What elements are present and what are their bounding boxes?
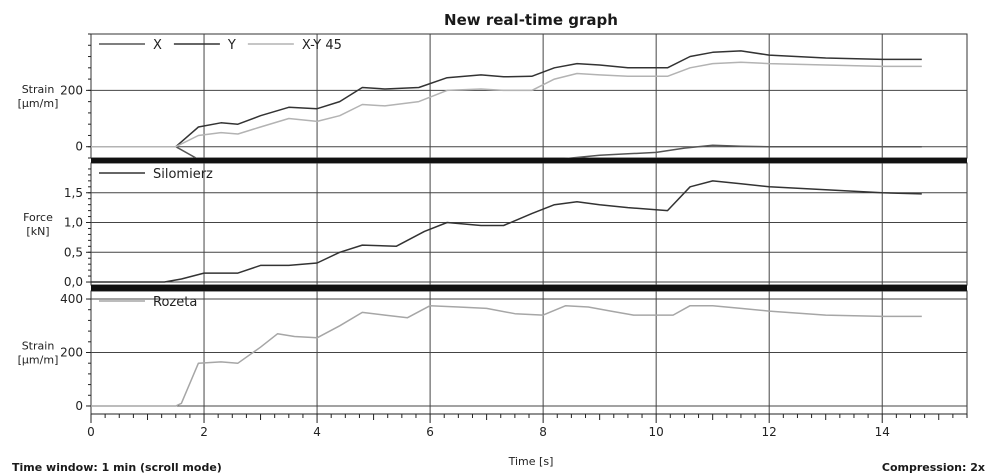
plot-area [90, 162, 968, 286]
y-axis-label-line: [µm/m] [18, 97, 59, 110]
panel-separator [91, 285, 967, 291]
legend-label: Silomierz [153, 167, 213, 182]
y-tick-label: 0 [75, 399, 83, 413]
y-axis-label-line: [kN] [26, 225, 49, 238]
x-tick-label: 14 [875, 425, 890, 439]
panel-2: 0,0 0,5 1,0 1,5 Force [kN] Silomierz [23, 162, 968, 289]
y-axis-label: Force [kN] [23, 211, 53, 238]
x-tick-label: 2 [200, 425, 208, 439]
y-tick-label: 1,5 [64, 186, 83, 200]
x-tick-label: 12 [762, 425, 777, 439]
legend-label: X [153, 38, 162, 53]
panel-3: 0 200 400 Strain [µm/m] Rozeta [18, 290, 968, 415]
plot-area [90, 33, 968, 159]
series-line-x-y-45 [91, 61, 922, 148]
y-tick-label: 1,0 [64, 216, 83, 230]
y-axis-label-line: Strain [22, 340, 55, 353]
y-tick-label: 0 [75, 140, 83, 154]
y-tick-label: 0,0 [64, 275, 83, 289]
y-axis-label-line: Force [23, 211, 53, 224]
legend-label: Y [227, 38, 236, 53]
y-tick-label: 200 [60, 83, 83, 97]
footer-time-window: Time window: 1 min (scroll mode) [12, 461, 222, 474]
series-line-y [91, 50, 922, 148]
x-tick-label: 0 [87, 425, 95, 439]
x-axis: 0 2 4 6 8 10 12 14 [87, 413, 968, 439]
legend: X Y X-Y 45 [99, 38, 342, 53]
x-tick-label: 6 [426, 425, 434, 439]
y-tick-label: 400 [60, 292, 83, 306]
footer-compression: Compression: 2x [882, 461, 985, 474]
legend: Silomierz [99, 167, 213, 182]
series-line-rozeta [91, 304, 922, 407]
x-tick-label: 8 [539, 425, 547, 439]
y-axis-label-line: Strain [22, 83, 55, 96]
x-axis-label: Time [s] [508, 455, 554, 468]
legend-label: X-Y 45 [302, 38, 342, 53]
series-line-silomierz [91, 180, 922, 283]
x-tick-label: 10 [649, 425, 664, 439]
y-tick-label: 200 [60, 346, 83, 360]
y-axis-label: Strain [µm/m] [18, 83, 59, 110]
legend-label: Rozeta [153, 295, 197, 310]
chart-title: New real-time graph [444, 11, 618, 29]
y-axis-label-line: [µm/m] [18, 354, 59, 367]
panel-separator [91, 158, 967, 163]
y-tick-label: 0,5 [64, 245, 83, 259]
x-tick-label: 4 [313, 425, 321, 439]
y-axis-label: Strain [µm/m] [18, 340, 59, 367]
legend: Rozeta [99, 295, 197, 310]
